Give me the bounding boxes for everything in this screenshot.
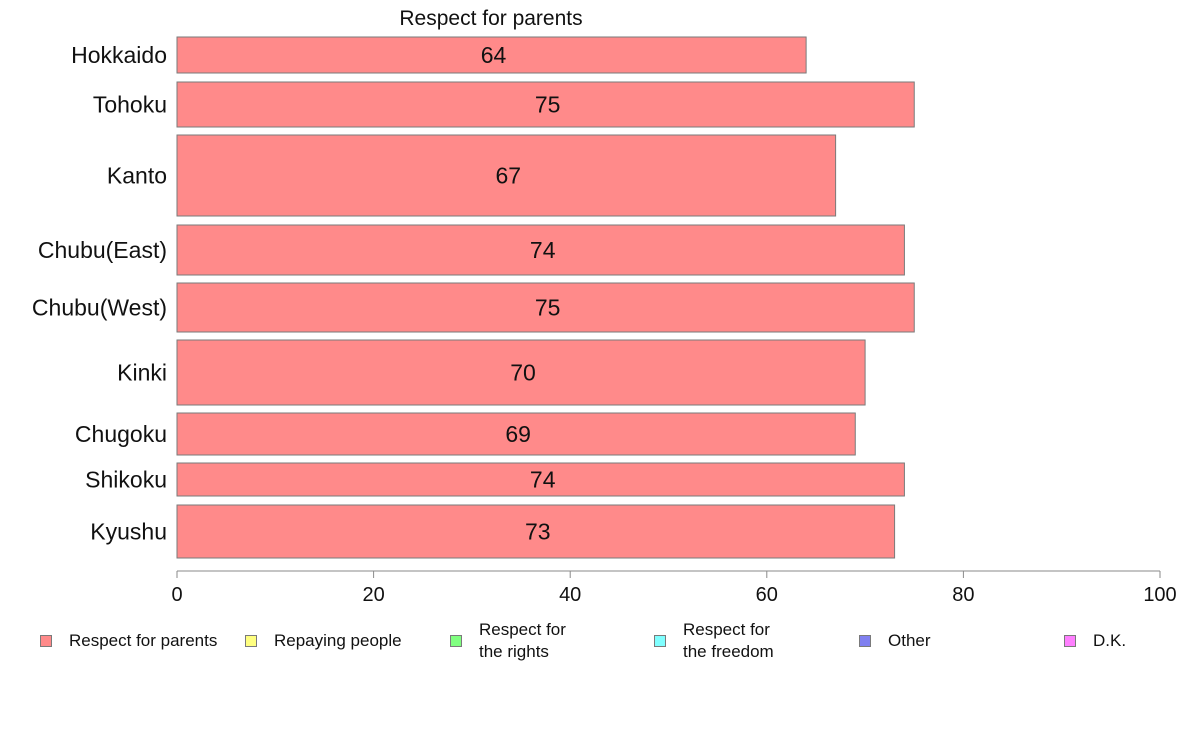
- y-axis-labels: Hokkaido Tohoku Kanto Chubu(East) Chubu(West…: [32, 42, 167, 545]
- bar-chugoku: [176, 412, 856, 456]
- legend-label: Repaying people: [274, 631, 402, 650]
- bar-value-label: 74: [530, 237, 556, 263]
- bar-value-label: 75: [535, 295, 561, 321]
- bar-chubu-east: [176, 224, 905, 276]
- bar-kanto: [176, 134, 837, 217]
- y-tick-label: Chubu(West): [32, 295, 167, 321]
- legend-item-respect-for-the-freedom: Respect for the freedom: [654, 618, 774, 664]
- legend-swatch: [245, 635, 257, 647]
- bar-value-label: 69: [505, 421, 531, 447]
- bar-value-label: 73: [525, 519, 551, 545]
- x-tick-label: 0: [171, 584, 182, 606]
- legend-swatch: [450, 635, 462, 647]
- legend-item-respect-for-parents: Respect for parents: [40, 618, 217, 664]
- legend-label: Other: [888, 631, 931, 650]
- y-tick-label: Kanto: [107, 163, 167, 189]
- x-axis: 0 20 40 60 80 100: [171, 570, 1177, 606]
- legend-label: Respect for the rights: [479, 620, 566, 661]
- legend-item-repaying-people: Repaying people: [245, 618, 402, 664]
- chart-title: Respect for parents: [399, 7, 582, 30]
- bar-value-label: 67: [496, 163, 522, 189]
- bar-shikoku: [176, 462, 905, 497]
- legend-swatch: [859, 635, 871, 647]
- bar-chubu-west: [176, 282, 915, 333]
- bar-value-labels: 64 75 67 74 75 70 69 74 73: [481, 42, 561, 545]
- legend-swatch: [40, 635, 52, 647]
- y-tick-label: Hokkaido: [71, 42, 167, 68]
- y-tick-label: Kinki: [117, 360, 167, 386]
- bar-kyushu: [176, 504, 896, 559]
- y-tick-label: Chugoku: [75, 421, 167, 447]
- bar-value-label: 64: [481, 42, 507, 68]
- y-tick-label: Kyushu: [90, 519, 167, 545]
- legend-swatch: [1064, 635, 1076, 647]
- x-tick-label: 20: [362, 584, 384, 606]
- legend-item-dk: D.K.: [1064, 618, 1126, 664]
- bar-hokkaido: [176, 36, 807, 74]
- y-tick-label: Shikoku: [85, 467, 167, 493]
- x-tick-label: 60: [756, 584, 778, 606]
- y-tick-label: Tohoku: [93, 92, 167, 118]
- legend-swatch: [654, 635, 666, 647]
- bar-value-label: 75: [535, 92, 561, 118]
- legend-label: Respect for the freedom: [683, 620, 774, 661]
- bar-value-label: 70: [510, 360, 536, 386]
- bar-chart: Respect for parents 64 75 67 74 75 70 69 74 73 H…: [32, 7, 1177, 606]
- legend: Respect for parents Repaying people Resp…: [0, 618, 1188, 668]
- bars: [176, 36, 915, 559]
- legend-item-other: Other: [859, 618, 931, 664]
- x-tick-label: 40: [559, 584, 581, 606]
- bar-tohoku: [176, 81, 915, 128]
- legend-label: Respect for parents: [69, 631, 218, 650]
- bar-kinki: [176, 339, 866, 406]
- bar-value-label: 74: [530, 467, 556, 493]
- x-tick-label: 100: [1143, 584, 1176, 606]
- legend-item-respect-for-the-rights: Respect for the rights: [450, 618, 566, 664]
- y-tick-label: Chubu(East): [38, 237, 167, 263]
- legend-label: D.K.: [1093, 631, 1127, 650]
- x-tick-label: 80: [952, 584, 974, 606]
